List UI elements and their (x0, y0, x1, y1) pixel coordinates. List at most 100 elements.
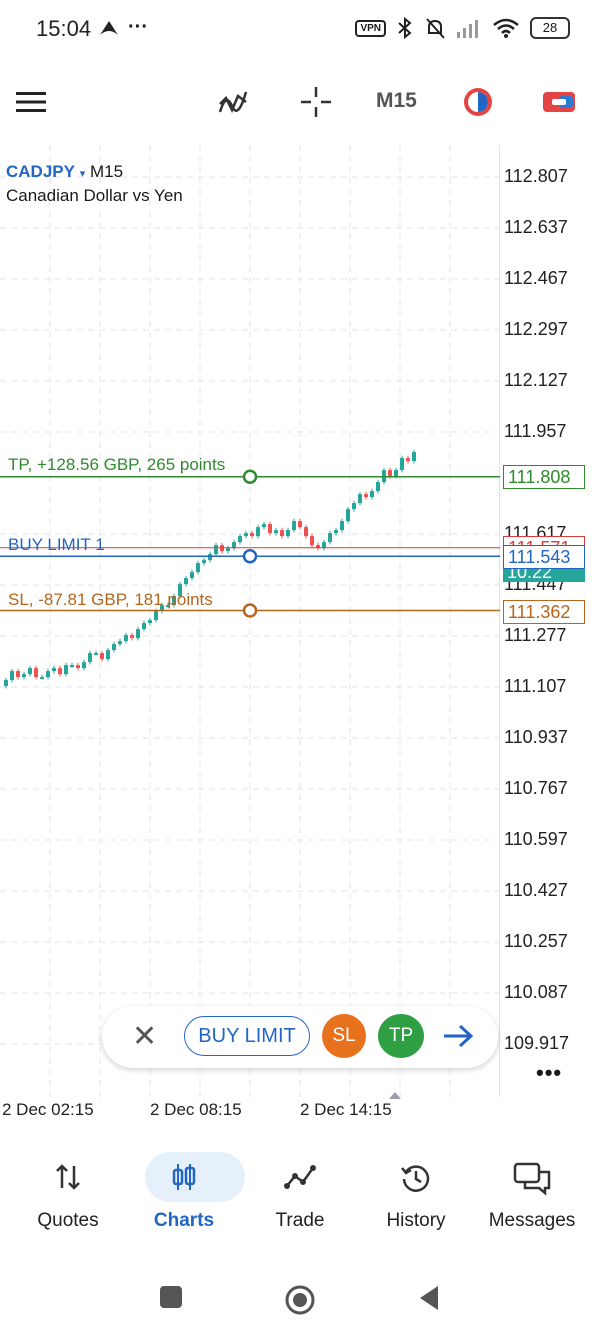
candle-body (334, 530, 338, 534)
candle-body (22, 674, 26, 678)
trade-nav-icon (284, 1165, 316, 1189)
tp-price-box[interactable]: 111.808 (503, 465, 585, 489)
stop-loss-button[interactable]: SL (322, 1014, 366, 1058)
price-tick-label: 110.937 (504, 727, 568, 747)
price-tick-label: 109.917 (504, 1033, 570, 1053)
candlestick-chart[interactable] (0, 145, 500, 1097)
candle-body (94, 653, 98, 656)
candle-body (292, 521, 296, 531)
symbol-selector[interactable]: CADJPY (6, 162, 75, 181)
price-tick-label: 112.467 (504, 268, 568, 288)
candle-body (352, 503, 356, 510)
sl-line-label[interactable]: SL, -87.81 GBP, 181 points (8, 590, 213, 609)
take-profit-button[interactable]: TP (378, 1014, 424, 1058)
candle-body (388, 470, 392, 477)
candle-body (136, 629, 140, 639)
candle-body (286, 530, 290, 537)
candle-body (328, 533, 332, 543)
candle-body (58, 668, 62, 675)
timeframe-cycle-icon[interactable] (460, 84, 496, 120)
status-left-icons: ··· (98, 16, 148, 39)
candle-body (214, 545, 218, 555)
chart-toolbar: M15 (0, 70, 600, 134)
price-tick-label: 111.107 (504, 676, 567, 696)
tp-line-label[interactable]: TP, +128.56 GBP, 265 points (8, 455, 226, 474)
mute-icon (426, 18, 445, 39)
sl-price-box[interactable]: 111.362 (503, 600, 585, 624)
back-icon[interactable] (416, 1284, 442, 1312)
crosshair-icon[interactable] (298, 84, 334, 120)
candle-body (112, 644, 116, 651)
recents-icon[interactable] (158, 1284, 184, 1310)
more-options-button[interactable]: ••• (536, 1060, 563, 1085)
trade-icon[interactable] (540, 84, 578, 120)
nav-quotes[interactable]: Quotes (10, 1140, 126, 1240)
messages-icon (513, 1162, 551, 1196)
chart-symbol-header: CADJPY ▾ M15 (6, 162, 123, 182)
buy-limit-button[interactable]: BUY LIMIT (184, 1016, 310, 1056)
candle-body (28, 668, 32, 675)
nav-messages-label: Messages (488, 1210, 576, 1231)
price-tick-label: 110.257 (504, 931, 568, 951)
candle-body (340, 521, 344, 531)
candle-body (322, 542, 326, 549)
close-order-button[interactable]: ✕ (132, 1020, 158, 1053)
price-axis: 112.807 112.637 112.467 112.297 112.127 111.9… (500, 145, 600, 1097)
nav-history[interactable]: History (358, 1140, 474, 1240)
candle-body (262, 524, 266, 528)
nav-charts[interactable]: Charts (126, 1140, 245, 1240)
candle-body (226, 548, 230, 552)
candle-body (370, 491, 374, 498)
bluetooth-icon (398, 16, 412, 40)
price-tick-label: 111.277 (504, 625, 567, 645)
nav-charts-label: Charts (153, 1210, 215, 1231)
candle-body (52, 668, 56, 672)
history-icon (401, 1165, 430, 1192)
price-tick-label: 112.297 (504, 319, 568, 339)
candle-body (244, 533, 248, 537)
candle-body (400, 458, 404, 471)
price-tick-label: 110.087 (504, 982, 568, 1002)
symbol-description: Canadian Dollar vs Yen (6, 186, 183, 205)
candle-body (190, 572, 194, 579)
price-tick-label: 112.127 (504, 370, 568, 390)
candle-body (250, 533, 254, 537)
buy-limit-drag-handle (242, 548, 258, 564)
candle-body (310, 536, 314, 546)
pending-order-bar: ✕ BUY LIMIT SL TP (102, 1006, 498, 1068)
buy-limit-line-label[interactable]: BUY LIMIT 1 (8, 535, 105, 554)
candle-body (178, 584, 182, 597)
candle-body (160, 605, 164, 612)
candle-body (364, 494, 368, 498)
status-more: ··· (128, 16, 148, 38)
menu-icon[interactable] (14, 88, 48, 116)
candle-body (196, 563, 200, 573)
candle-body (166, 605, 170, 608)
candle-body (46, 671, 50, 678)
candle-body (148, 620, 152, 624)
chart-scroll-marker-icon[interactable] (388, 1090, 402, 1100)
buy-limit-price-box[interactable]: 111.543 (503, 545, 585, 569)
candle-body (346, 509, 350, 522)
symbol-caret-icon[interactable]: ▾ (79, 168, 86, 180)
timeframe-button[interactable]: M15 (376, 89, 417, 112)
candle-body (274, 530, 278, 534)
candle-body (406, 458, 410, 462)
chart-canvas[interactable] (0, 145, 500, 1097)
status-bar: 15:04 ··· VPN 28 (0, 0, 600, 60)
candle-body (232, 542, 236, 549)
nav-messages[interactable]: Messages (474, 1140, 590, 1240)
arrow-right-icon[interactable] (440, 1018, 476, 1054)
nav-quotes-label: Quotes (37, 1210, 99, 1231)
vpn-badge: VPN (355, 19, 386, 37)
nav-history-label: History (386, 1210, 446, 1231)
price-tick-label: 110.597 (504, 829, 568, 849)
candle-body (118, 641, 122, 645)
status-right-icons: VPN 28 (355, 16, 570, 40)
indicators-icon[interactable] (216, 84, 252, 120)
nav-trade[interactable]: Trade (242, 1140, 358, 1240)
home-icon[interactable] (284, 1284, 316, 1316)
candle-body (304, 527, 308, 537)
candle-body (76, 665, 80, 669)
candle-body (280, 530, 284, 537)
